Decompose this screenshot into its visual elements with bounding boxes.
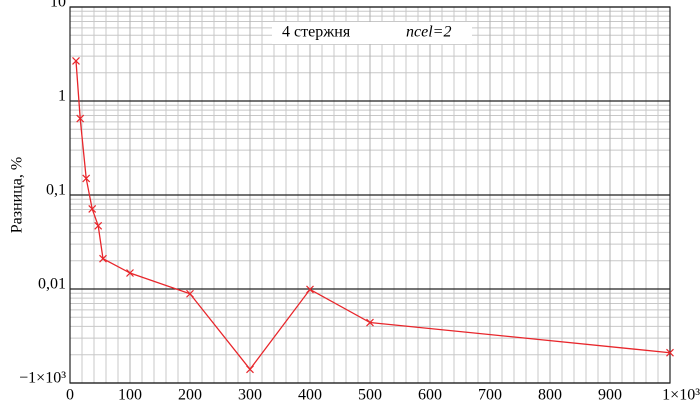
data-point: [186, 289, 194, 298]
x-tick-label: 1×10³: [662, 387, 700, 404]
x-tick-label: 500: [358, 387, 382, 404]
x-tick-label: 700: [478, 387, 502, 404]
data-point: [306, 285, 314, 294]
y-tick-label: 0,01: [38, 276, 66, 293]
data-point: [666, 348, 674, 357]
data-point: [99, 254, 107, 263]
y-tick-label: −1×10³: [19, 370, 66, 387]
data-point: [246, 365, 254, 374]
x-tick-label: 600: [418, 387, 442, 404]
data-point: [94, 221, 103, 230]
annotation: ncel=2: [406, 24, 451, 41]
legend-box: [272, 22, 472, 44]
y-axis-label: Разница, %: [9, 157, 26, 233]
plot-frame: [69, 6, 671, 384]
data-point: [76, 114, 85, 123]
data-point: [126, 269, 134, 277]
data-point: [366, 318, 374, 327]
x-tick-label: 800: [538, 387, 562, 404]
data-line: [75, 60, 671, 371]
data-point: [72, 56, 80, 65]
x-tick-label: 900: [598, 387, 622, 404]
x-tick-label: 300: [238, 387, 262, 404]
y-tick-label: 10: [50, 0, 66, 11]
x-tick-label: 200: [178, 387, 202, 404]
x-tick-label: 100: [118, 387, 142, 404]
legend-label: 4 стержня: [282, 24, 351, 41]
x-tick-label: 400: [298, 387, 322, 404]
data-point: [88, 205, 97, 213]
y-tick-label: 0,1: [46, 182, 66, 199]
data-point: [82, 174, 91, 183]
y-tick-label: 1: [58, 88, 66, 105]
x-tick-label: 0: [66, 387, 74, 404]
